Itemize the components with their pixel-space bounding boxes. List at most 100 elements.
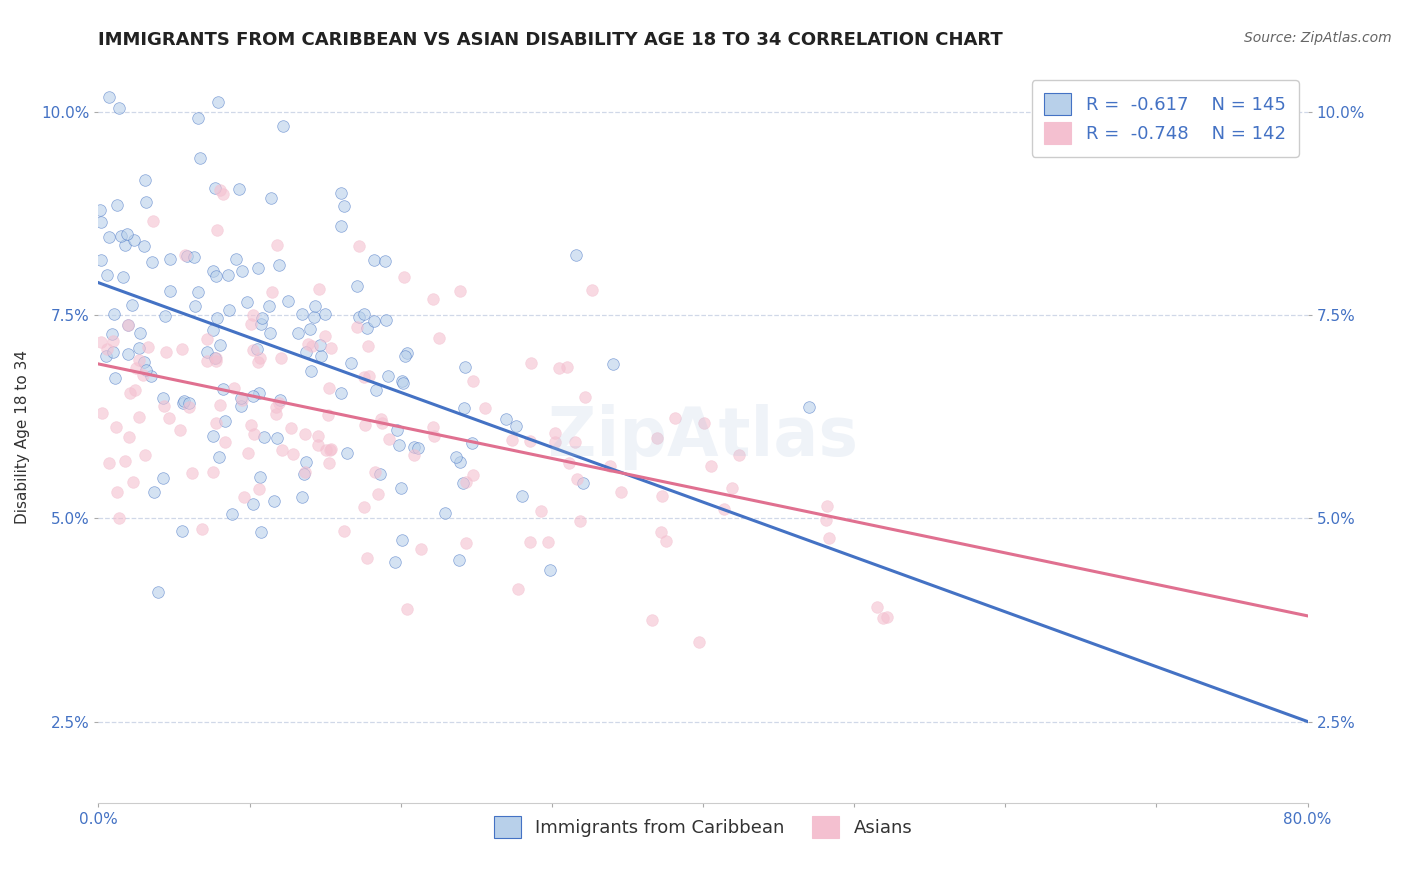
Point — [269, 392, 291, 407]
Point — [172, 524, 194, 538]
Y-axis label: Disability Age 18 to 34: Disability Age 18 to 34 — [15, 350, 30, 524]
Point — [280, 420, 302, 434]
Point — [209, 398, 232, 412]
Point — [114, 454, 136, 468]
Point — [422, 293, 444, 307]
Point — [548, 361, 571, 376]
Point — [153, 310, 176, 324]
Point — [301, 338, 323, 352]
Point — [205, 311, 228, 326]
Point — [565, 248, 588, 262]
Point — [371, 416, 394, 430]
Point — [266, 237, 288, 252]
Point — [368, 467, 391, 482]
Point — [451, 475, 474, 490]
Point — [91, 406, 114, 420]
Point — [120, 386, 142, 401]
Point — [599, 459, 621, 474]
Point — [315, 442, 337, 457]
Point — [128, 352, 150, 367]
Point — [104, 370, 127, 384]
Point — [422, 420, 444, 434]
Point — [128, 326, 150, 340]
Point — [153, 399, 176, 413]
Point — [377, 369, 399, 384]
Point — [309, 349, 332, 363]
Point — [152, 471, 174, 485]
Point — [121, 298, 143, 312]
Point — [387, 423, 409, 437]
Point — [134, 355, 156, 369]
Point — [495, 412, 517, 426]
Point — [96, 342, 118, 356]
Point — [204, 181, 226, 195]
Point — [184, 299, 207, 313]
Point — [89, 202, 111, 217]
Point — [228, 182, 250, 196]
Point — [236, 295, 259, 310]
Point — [132, 239, 155, 253]
Point — [101, 334, 124, 348]
Point — [346, 319, 368, 334]
Point — [374, 253, 396, 268]
Point — [291, 307, 314, 321]
Point — [231, 392, 253, 407]
Point — [107, 101, 129, 115]
Point — [134, 173, 156, 187]
Point — [117, 318, 139, 333]
Point — [297, 337, 319, 351]
Point — [188, 151, 211, 165]
Point — [538, 563, 561, 577]
Point — [461, 467, 484, 482]
Point — [321, 442, 343, 457]
Point — [195, 354, 218, 368]
Point — [356, 551, 378, 566]
Point — [105, 485, 128, 500]
Point — [391, 374, 413, 388]
Point — [294, 465, 316, 479]
Point — [333, 199, 356, 213]
Point — [571, 476, 593, 491]
Point — [544, 425, 567, 440]
Point — [602, 358, 624, 372]
Point — [564, 435, 586, 450]
Point — [872, 611, 894, 625]
Point — [700, 458, 723, 473]
Point — [250, 524, 273, 539]
Point — [229, 399, 252, 413]
Point — [364, 465, 387, 479]
Point — [309, 338, 332, 352]
Point — [287, 326, 309, 340]
Point — [247, 385, 270, 400]
Point — [456, 475, 478, 489]
Point — [314, 307, 336, 321]
Point — [449, 455, 471, 469]
Point — [357, 338, 380, 352]
Point — [378, 433, 401, 447]
Point — [191, 522, 214, 536]
Point — [353, 500, 375, 515]
Point — [384, 555, 406, 569]
Point — [90, 335, 112, 350]
Point — [645, 431, 668, 445]
Point — [172, 342, 194, 356]
Point — [242, 497, 264, 511]
Point — [141, 255, 163, 269]
Point — [205, 351, 228, 365]
Point — [208, 450, 231, 465]
Point — [394, 349, 416, 363]
Point — [266, 431, 288, 445]
Point — [202, 465, 225, 479]
Point — [537, 535, 560, 549]
Point — [148, 585, 170, 599]
Point — [307, 438, 329, 452]
Point — [273, 119, 295, 133]
Legend: Immigrants from Caribbean, Asians: Immigrants from Caribbean, Asians — [479, 801, 927, 852]
Point — [655, 534, 678, 549]
Point — [664, 411, 686, 425]
Point — [505, 419, 527, 434]
Point — [177, 400, 200, 414]
Point — [321, 341, 343, 355]
Point — [243, 427, 266, 442]
Point — [187, 112, 209, 126]
